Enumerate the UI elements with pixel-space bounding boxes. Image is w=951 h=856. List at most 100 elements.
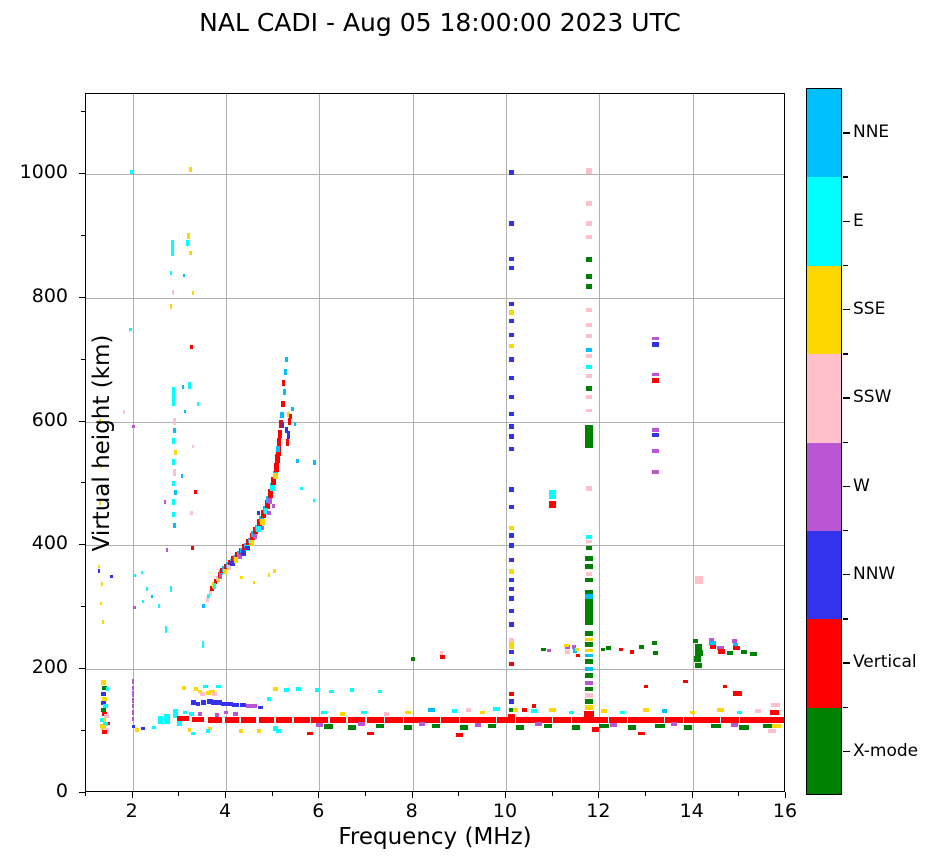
echo-mark — [440, 654, 445, 659]
echo-mark — [285, 356, 289, 363]
echo-mark — [584, 667, 594, 672]
colorbar-segment-e — [807, 177, 841, 266]
echo-mark — [600, 647, 606, 652]
echo-mark — [606, 646, 611, 650]
echo-mark — [100, 581, 104, 586]
echo-mark — [281, 401, 285, 408]
colorbar-tick — [843, 574, 850, 576]
echo-mark — [584, 686, 594, 692]
echo-mark — [187, 727, 192, 732]
echo-mark — [190, 511, 193, 515]
echo-mark — [651, 641, 658, 646]
echo-mark — [584, 698, 594, 704]
echo-mark — [157, 715, 164, 725]
echo-mark — [129, 170, 134, 174]
echo-mark — [206, 729, 211, 733]
grid-line-vertical — [599, 94, 601, 791]
echo-mark — [717, 646, 724, 650]
echo-mark — [250, 704, 258, 709]
echo-mark — [207, 699, 213, 704]
echo-mark — [508, 707, 515, 713]
echo-mark — [216, 700, 223, 705]
echo-mark — [131, 716, 134, 721]
y-tick-minor — [81, 606, 85, 608]
echo-mark — [574, 647, 580, 652]
echo-mark — [223, 710, 229, 715]
echo-mark — [717, 708, 724, 712]
echo-mark — [273, 462, 279, 472]
echo-mark — [102, 696, 107, 702]
figure-title: NAL CADI - Aug 05 18:00:00 2023 UTC — [199, 8, 681, 37]
echo-mark — [246, 704, 253, 709]
echo-mark — [585, 354, 593, 358]
x-tick-minor — [365, 792, 366, 796]
echo-mark — [723, 684, 728, 689]
echo-mark — [508, 642, 515, 647]
echo-mark — [102, 711, 107, 716]
echo-mark — [775, 717, 784, 723]
x-tick — [225, 792, 226, 798]
grid-line-vertical — [506, 94, 507, 791]
echo-mark — [512, 708, 519, 712]
echo-mark — [459, 717, 478, 723]
echo-mark — [515, 717, 534, 723]
echo-mark — [689, 710, 696, 715]
echo-mark — [630, 649, 634, 654]
x-tick-label: 14 — [679, 800, 704, 822]
colorbar-boundary-tick — [843, 529, 848, 532]
echo-mark — [532, 704, 536, 709]
echo-mark — [182, 273, 186, 278]
echo-mark — [101, 725, 107, 730]
grid-line-vertical — [692, 94, 694, 791]
echo-mark — [102, 685, 107, 690]
echo-mark — [508, 569, 515, 574]
echo-mark — [601, 709, 607, 714]
echo-mark — [209, 689, 215, 694]
echo-mark — [223, 568, 227, 574]
echo-mark — [618, 647, 623, 652]
echo-mark — [172, 438, 176, 445]
echo-mark — [263, 507, 269, 514]
echo-mark — [109, 574, 113, 578]
echo-mark — [683, 717, 702, 723]
echo-mark — [652, 470, 659, 475]
colorbar-label-nnw: NNW — [853, 564, 896, 585]
echo-mark — [610, 723, 617, 727]
echo-mark — [220, 567, 225, 573]
colorbar-tick — [843, 132, 850, 134]
y-tick-label: 0 — [55, 780, 68, 802]
colorbar-boundary-tick — [843, 353, 848, 355]
echo-mark — [131, 679, 134, 685]
echo-mark — [219, 569, 224, 576]
echo-mark — [695, 662, 702, 669]
echo-mark — [758, 717, 777, 723]
echo-mark — [571, 717, 590, 723]
echo-mark — [214, 578, 218, 584]
echo-mark — [585, 563, 593, 569]
grid-line-vertical — [412, 94, 414, 791]
echo-mark — [585, 234, 593, 240]
echo-mark — [173, 418, 177, 425]
echo-mark — [324, 723, 333, 729]
echo-mark — [275, 454, 280, 463]
colorbar-segment-nnw — [807, 530, 841, 620]
echo-mark — [226, 565, 231, 571]
y-tick — [79, 420, 85, 422]
echo-mark — [171, 290, 174, 296]
grid-line-vertical — [132, 94, 134, 791]
echo-mark — [293, 717, 310, 723]
y-tick — [79, 296, 85, 298]
colorbar-label-x-mode: X-mode — [853, 740, 919, 761]
echo-mark — [245, 545, 250, 550]
echo-mark — [549, 490, 556, 499]
echo-mark — [189, 711, 194, 716]
echo-mark — [585, 323, 593, 327]
echo-mark — [284, 369, 288, 375]
grid-line-vertical — [319, 94, 321, 791]
echo-mark — [191, 732, 196, 736]
echo-mark — [584, 653, 594, 658]
echo-mark — [273, 569, 276, 574]
echo-mark — [733, 691, 742, 697]
echo-mark — [273, 472, 278, 480]
echo-mark — [385, 717, 403, 723]
